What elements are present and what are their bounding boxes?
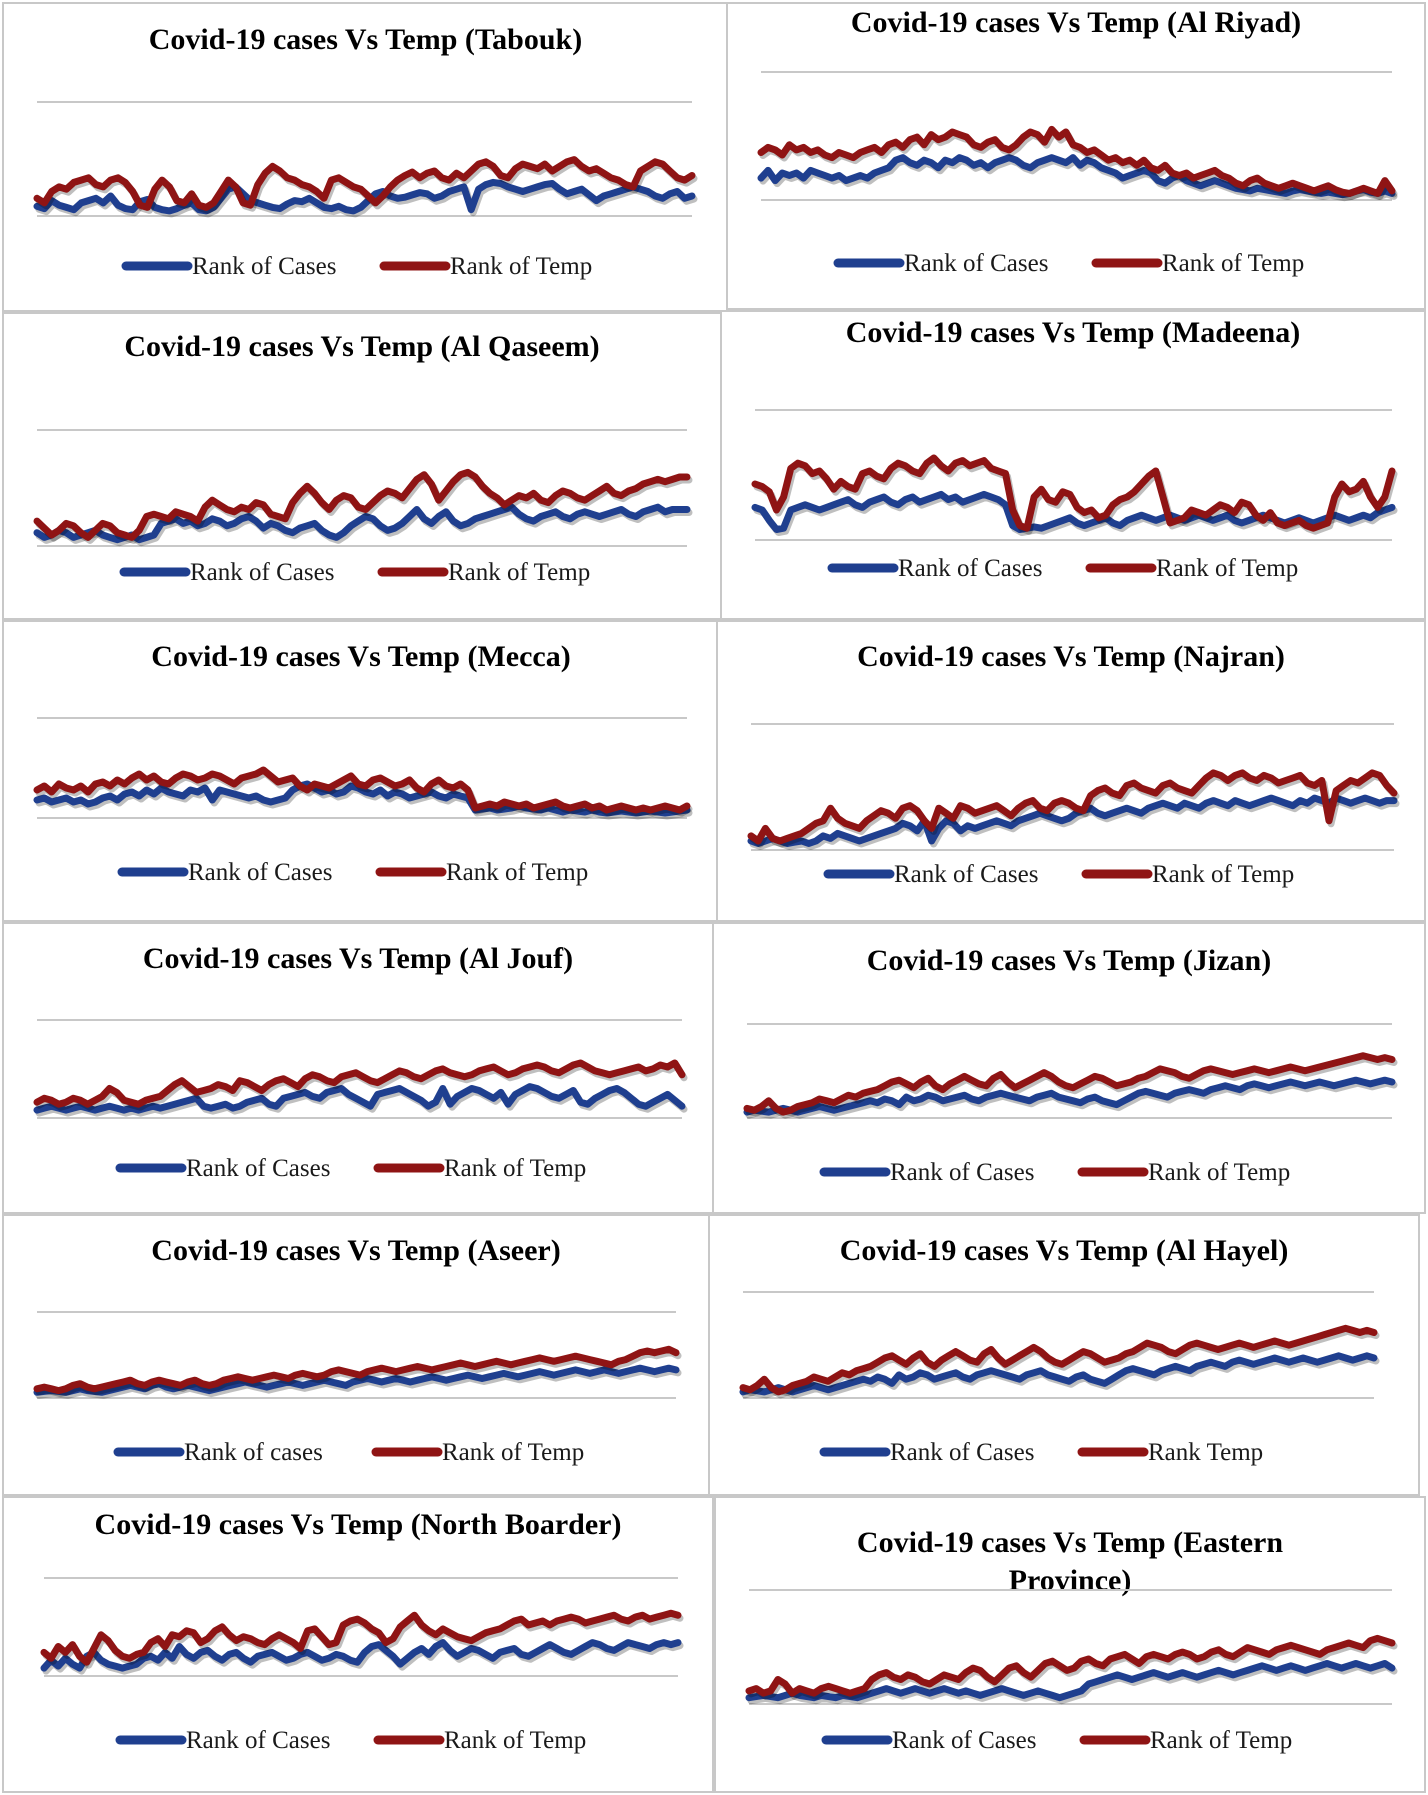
legend-label-cases: Rank of Cases bbox=[186, 1155, 330, 1182]
legend-label-temp: Rank of Temp bbox=[442, 1439, 584, 1466]
chart-svg: Covid-19 cases Vs Temp (Al Hayel) Rank of… bbox=[739, 1234, 1380, 1466]
legend-label-cases: Rank of Cases bbox=[898, 555, 1042, 582]
legend-label-cases: Rank of Cases bbox=[186, 1727, 330, 1754]
chart-svg: Covid-19 cases Vs Temp (Mecca) Rank of Ca… bbox=[33, 640, 693, 886]
legend-label-temp: Rank of Temp bbox=[1152, 861, 1294, 888]
series-line-cases bbox=[747, 794, 1398, 847]
series-line-temp bbox=[33, 156, 696, 211]
chart-panel-al-jouf: Covid-19 cases Vs Temp (Al Jouf) Rank of … bbox=[2, 922, 714, 1214]
series-line-cases bbox=[33, 1083, 686, 1114]
chart-svg: Covid-19 cases Vs Temp (Al Qaseem) Rank o… bbox=[33, 330, 693, 586]
chart-svg: Covid-19 cases Vs Temp (Al Jouf) Rank of … bbox=[33, 942, 688, 1182]
legend-label-temp: Rank Temp bbox=[1148, 1439, 1263, 1466]
series-line-cases bbox=[743, 1076, 1396, 1116]
chart-title: Covid-19 cases Vs Temp (Aseer) bbox=[151, 1234, 560, 1267]
chart-panel-mecca: Covid-19 cases Vs Temp (Mecca) Rank of Ca… bbox=[2, 620, 720, 922]
chart-title: Covid-19 cases Vs Temp (Eastern Province) bbox=[857, 1526, 1283, 1597]
chart-svg: Covid-19 cases Vs Temp (Tabouk) Rank of C… bbox=[33, 23, 698, 280]
chart-svg: Covid-19 cases Vs Temp (Al Riyad) Rank of… bbox=[757, 6, 1398, 277]
series-line-temp bbox=[751, 454, 1396, 532]
chart-panel-madeena: Covid-19 cases Vs Temp (Madeena) Rank of … bbox=[720, 310, 1426, 620]
series-line-temp bbox=[33, 1345, 680, 1395]
chart-svg: Covid-19 cases Vs Temp (Madeena) Rank of … bbox=[751, 316, 1398, 582]
series-line-temp bbox=[747, 769, 1398, 845]
series-line-temp bbox=[739, 1324, 1378, 1396]
legend-label-temp: Rank of Temp bbox=[1156, 555, 1298, 582]
chart-title: Covid-19 cases Vs Temp (Al Jouf) bbox=[143, 942, 573, 975]
chart-panel-north-boarder: Covid-19 cases Vs Temp (North Boarder) Ra… bbox=[2, 1496, 714, 1793]
chart-svg: Covid-19 cases Vs Temp (Jizan) Rank of Ca… bbox=[743, 944, 1398, 1186]
series-line-temp bbox=[40, 1609, 682, 1666]
chart-panel-jizan: Covid-19 cases Vs Temp (Jizan) Rank of Ca… bbox=[712, 922, 1426, 1214]
legend-label-cases: Rank of Cases bbox=[890, 1439, 1034, 1466]
chart-title: Covid-19 cases Vs Temp (Tabouk) bbox=[149, 23, 582, 56]
chart-panel-aseer: Covid-19 cases Vs Temp (Aseer) Rank of ca… bbox=[2, 1214, 710, 1496]
chart-panel-al-qaseem: Covid-19 cases Vs Temp (Al Qaseem) Rank o… bbox=[2, 312, 722, 620]
legend-label-cases: Rank of Cases bbox=[192, 253, 336, 280]
series-line-cases bbox=[33, 178, 696, 215]
chart-svg: Covid-19 cases Vs Temp (North Boarder) Ra… bbox=[40, 1508, 684, 1754]
chart-panel-tabouk: Covid-19 cases Vs Temp (Tabouk) Rank of C… bbox=[2, 2, 729, 312]
legend-label-temp: Rank of Temp bbox=[448, 559, 590, 586]
chart-title: Covid-19 cases Vs Temp (Al Riyad) bbox=[851, 6, 1301, 39]
chart-title: Covid-19 cases Vs Temp (Najran) bbox=[857, 640, 1285, 673]
legend-label-temp: Rank of Temp bbox=[444, 1727, 586, 1754]
chart-svg: Covid-19 cases Vs Temp (Eastern Province)… bbox=[745, 1526, 1398, 1754]
legend-label-temp: Rank of Temp bbox=[444, 1155, 586, 1182]
series-line-cases bbox=[745, 1660, 1396, 1702]
chart-title: Covid-19 cases Vs Temp (North Boarder) bbox=[95, 1508, 622, 1541]
legend-label-temp: Rank of Temp bbox=[1162, 250, 1304, 277]
chart-svg: Covid-19 cases Vs Temp (Najran) Rank of C… bbox=[747, 640, 1400, 888]
series-line-temp bbox=[757, 125, 1396, 197]
series-line-cases bbox=[739, 1352, 1378, 1396]
series-line-cases bbox=[33, 780, 691, 817]
legend-label-cases: Rank of Cases bbox=[892, 1727, 1036, 1754]
legend-label-cases: Rank of Cases bbox=[190, 559, 334, 586]
chart-title: Covid-19 cases Vs Temp (Jizan) bbox=[867, 944, 1271, 977]
series-line-temp bbox=[743, 1052, 1396, 1116]
chart-title: Covid-19 cases Vs Temp (Madeena) bbox=[846, 316, 1300, 349]
legend-label-temp: Rank of Temp bbox=[1148, 1159, 1290, 1186]
chart-title: Covid-19 cases Vs Temp (Mecca) bbox=[151, 640, 570, 673]
chart-panel-al-hayel: Covid-19 cases Vs Temp (Al Hayel) Rank of… bbox=[708, 1214, 1420, 1496]
series-line-cases bbox=[40, 1639, 682, 1672]
chart-panel-al-riyad: Covid-19 cases Vs Temp (Al Riyad) Rank of… bbox=[726, 2, 1426, 310]
series-line-cases bbox=[757, 154, 1396, 199]
chart-panel-eastern-province: Covid-19 cases Vs Temp (Eastern Province)… bbox=[714, 1496, 1426, 1793]
chart-svg: Covid-19 cases Vs Temp (Aseer) Rank of ca… bbox=[33, 1234, 682, 1466]
legend-label-temp: Rank of Temp bbox=[450, 253, 592, 280]
legend-label-cases: Rank of cases bbox=[184, 1439, 323, 1466]
legend-label-cases: Rank of Cases bbox=[904, 250, 1048, 277]
legend-label-cases: Rank of Cases bbox=[894, 861, 1038, 888]
series-line-temp bbox=[33, 766, 691, 814]
series-line-temp bbox=[33, 468, 691, 541]
legend-label-cases: Rank of Cases bbox=[890, 1159, 1034, 1186]
series-line-temp bbox=[745, 1634, 1396, 1697]
chart-title: Covid-19 cases Vs Temp (Al Hayel) bbox=[840, 1234, 1289, 1267]
legend-label-temp: Rank of Temp bbox=[446, 859, 588, 886]
chart-panel-najran: Covid-19 cases Vs Temp (Najran) Rank of C… bbox=[716, 620, 1426, 922]
series-line-cases bbox=[33, 503, 691, 544]
series-line-temp bbox=[33, 1059, 686, 1108]
chart-title: Covid-19 cases Vs Temp (Al Qaseem) bbox=[124, 330, 599, 363]
legend-label-cases: Rank of Cases bbox=[188, 859, 332, 886]
legend-label-temp: Rank of Temp bbox=[1150, 1727, 1292, 1754]
